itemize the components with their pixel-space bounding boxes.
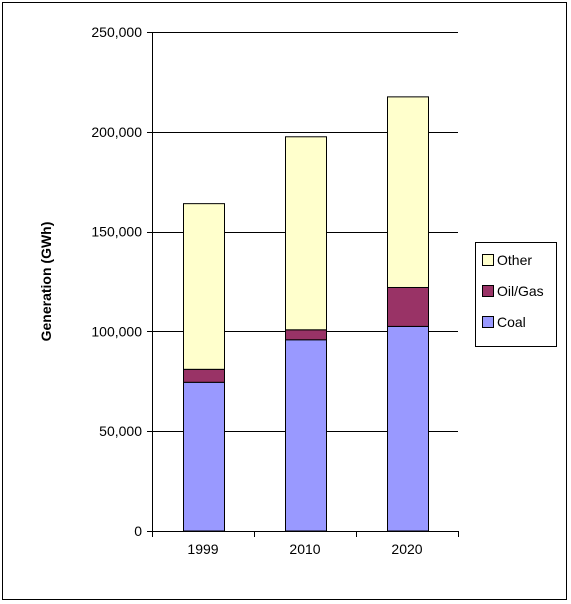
bar-oil-gas-2010 xyxy=(285,329,327,341)
legend-swatch-coal xyxy=(482,316,494,328)
bars xyxy=(183,96,429,532)
bar-other-1999 xyxy=(183,203,225,370)
y-tick-label: 250,000 xyxy=(91,24,142,40)
bar-oil-gas-2020 xyxy=(387,286,429,327)
x-tick-label: 2020 xyxy=(391,541,422,557)
y-tick-label: 200,000 xyxy=(91,124,142,140)
bar-other-2010 xyxy=(285,136,327,331)
axes xyxy=(147,32,459,537)
y-tick-label: 0 xyxy=(134,523,142,539)
bar-coal-1999 xyxy=(183,381,225,532)
y-tick-label: 150,000 xyxy=(91,224,142,240)
legend-label: Other xyxy=(497,252,532,268)
bar-oil-gas-1999 xyxy=(183,368,225,383)
bar-coal-2020 xyxy=(387,325,429,532)
chart-frame xyxy=(2,2,567,600)
legend-label: Oil/Gas xyxy=(497,283,544,299)
y-tick-label: 100,000 xyxy=(91,323,142,339)
y-tick-label: 50,000 xyxy=(99,423,142,439)
x-tick-labels: 1999 2010 2020 xyxy=(187,541,422,557)
x-tick-label: 1999 xyxy=(187,541,218,557)
legend-swatch-oil-gas xyxy=(482,285,494,297)
legend-label: Coal xyxy=(497,314,526,330)
legend: Other Oil/Gas Coal xyxy=(475,242,557,347)
bar-other-2020 xyxy=(387,96,429,288)
x-tick-label: 2010 xyxy=(289,541,320,557)
y-tick-labels: 0 50,000 100,000 150,000 200,000 250,000 xyxy=(91,24,142,539)
bar-coal-2010 xyxy=(285,339,327,532)
y-axis-title: Generation (GWh) xyxy=(38,222,54,342)
legend-swatch-other xyxy=(482,254,494,266)
